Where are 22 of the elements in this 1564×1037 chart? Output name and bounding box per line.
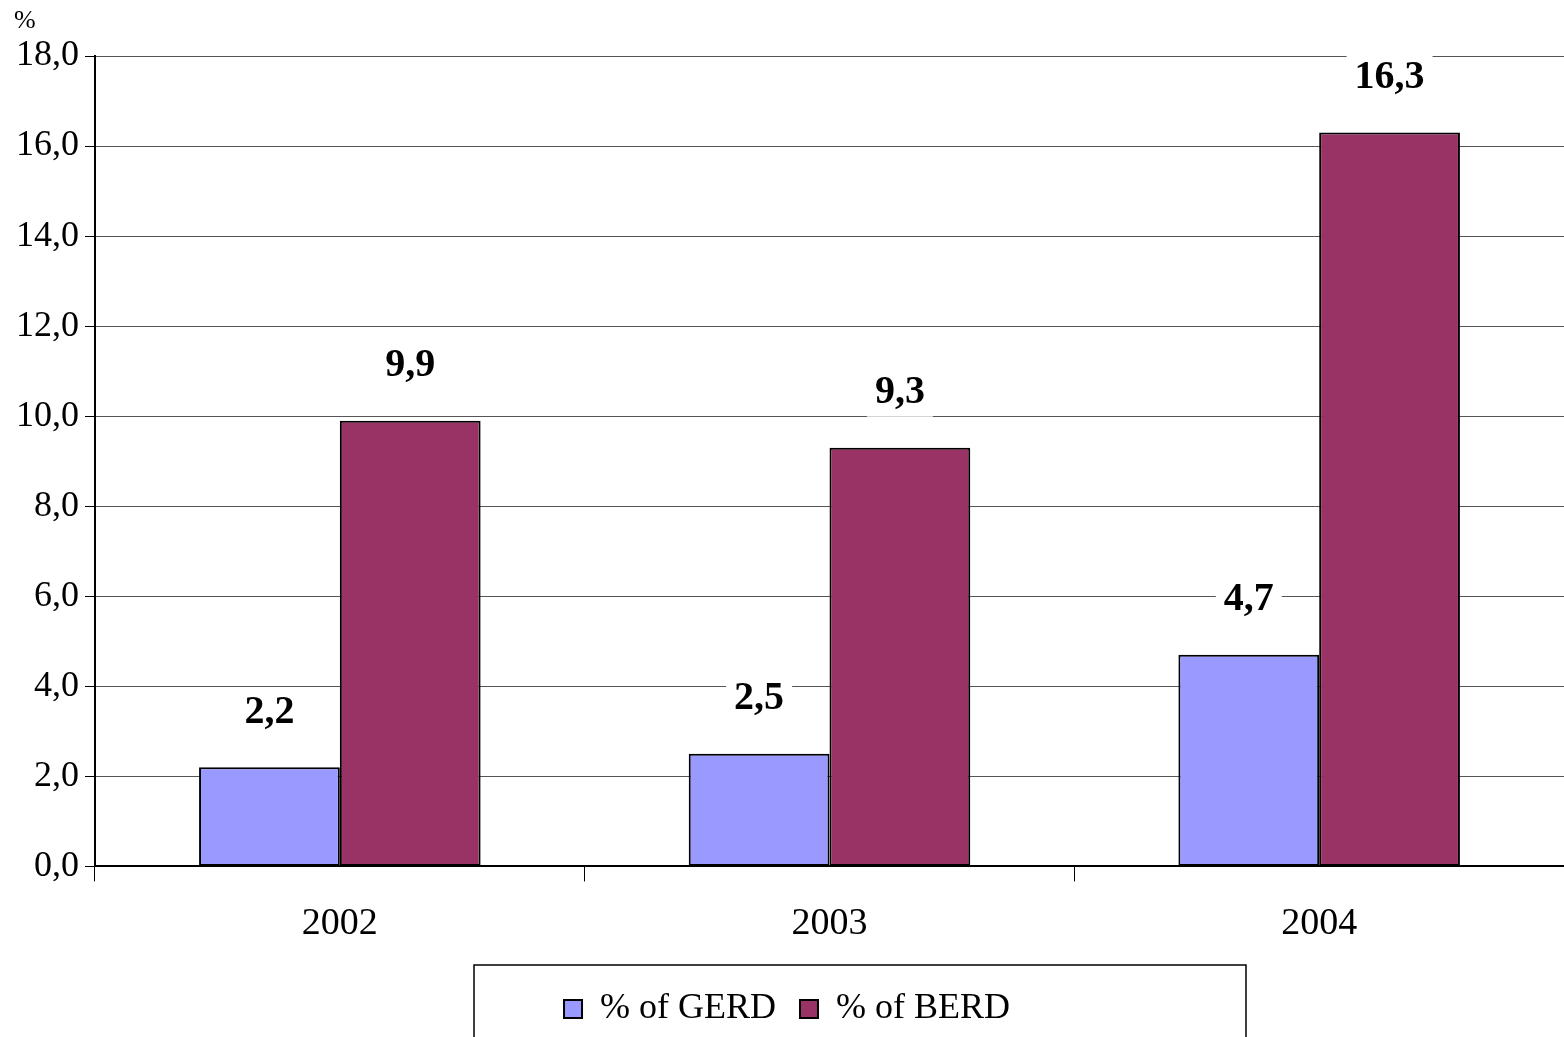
y-tick-label: 4,0: [34, 663, 79, 704]
data-label: 16,3: [1354, 51, 1425, 97]
x-tick-label: 2003: [791, 900, 868, 943]
y-tick-label: 14,0: [16, 213, 79, 254]
data-label: 9,9: [385, 340, 436, 386]
legend-label: % of BERD: [835, 986, 1010, 1027]
data-label: 2,5: [734, 673, 785, 719]
legend-label: % of GERD: [600, 986, 776, 1027]
y-tick-label: 10,0: [16, 393, 79, 434]
y-tick-label: 2,0: [34, 753, 79, 794]
y-axis-title: %: [14, 4, 36, 34]
data-label: 9,3: [874, 367, 925, 413]
y-tick-label: 12,0: [16, 303, 79, 344]
x-tick-label: 2004: [1281, 900, 1358, 943]
x-tick-label: 2002: [301, 900, 378, 943]
y-tick-label: 0,0: [34, 843, 79, 884]
y-tick-label: 16,0: [16, 123, 79, 164]
data-label: 4,7: [1223, 574, 1274, 620]
y-tick-label: 6,0: [34, 573, 79, 614]
y-tick-label: 18,0: [16, 33, 79, 74]
y-tick-label: 8,0: [34, 483, 79, 524]
data-label: 2,2: [244, 686, 295, 732]
